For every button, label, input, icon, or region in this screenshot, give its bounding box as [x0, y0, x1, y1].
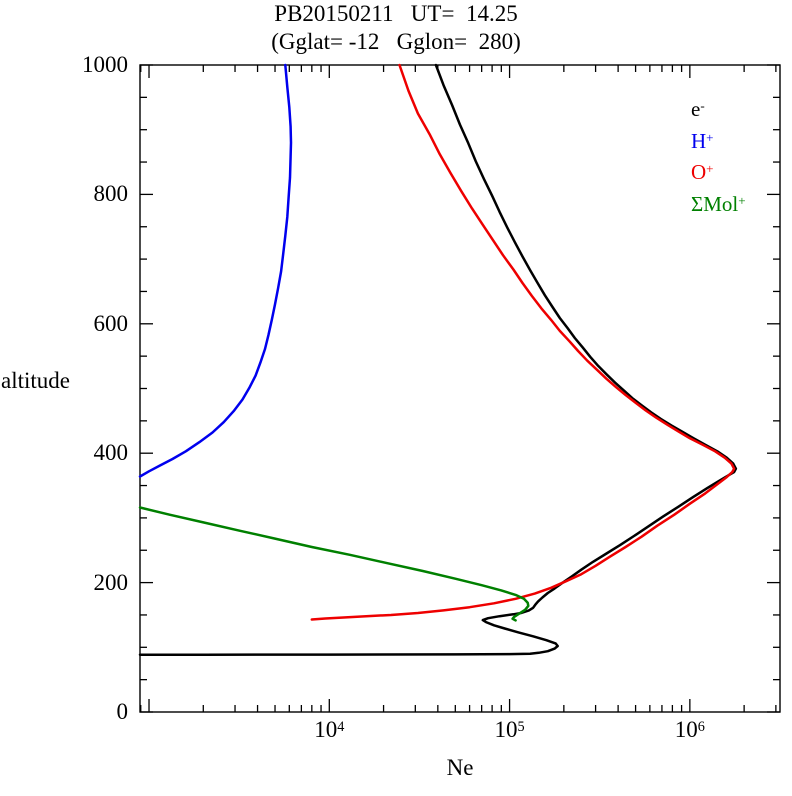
- x-tick-label: 106: [674, 717, 705, 742]
- legend-item-h-plus: H+: [691, 128, 714, 153]
- x-axis-title: Ne: [446, 755, 474, 780]
- plot-subtitle: (Gglat= -12 Gglon= 280): [271, 29, 521, 54]
- y-tick-label: 1000: [82, 52, 128, 77]
- x-tick-label: 104: [314, 717, 345, 742]
- legend-item-o-plus: O+: [691, 160, 714, 184]
- y-tick-label: 800: [93, 181, 129, 207]
- y-tick-label: 200: [93, 569, 129, 595]
- axis-frame: [139, 64, 781, 713]
- curve-o-plus: [310, 63, 736, 621]
- x-tick-label: 105: [494, 717, 525, 742]
- curve-h-plus: [138, 63, 293, 478]
- y-tick-label: 0: [116, 699, 129, 724]
- curve-mol-plus: [138, 506, 530, 622]
- plot-title: PB20150211 UT= 14.25: [274, 1, 518, 26]
- y-tick-label: 600: [93, 310, 129, 336]
- legend-item-e-minus: e-: [691, 97, 705, 121]
- legend-item-mol-plus: ΣMol+: [691, 191, 746, 216]
- y-tick-label: 400: [93, 440, 129, 466]
- curve-e-minus: [138, 63, 738, 657]
- y-axis-title: altitude: [1, 368, 70, 393]
